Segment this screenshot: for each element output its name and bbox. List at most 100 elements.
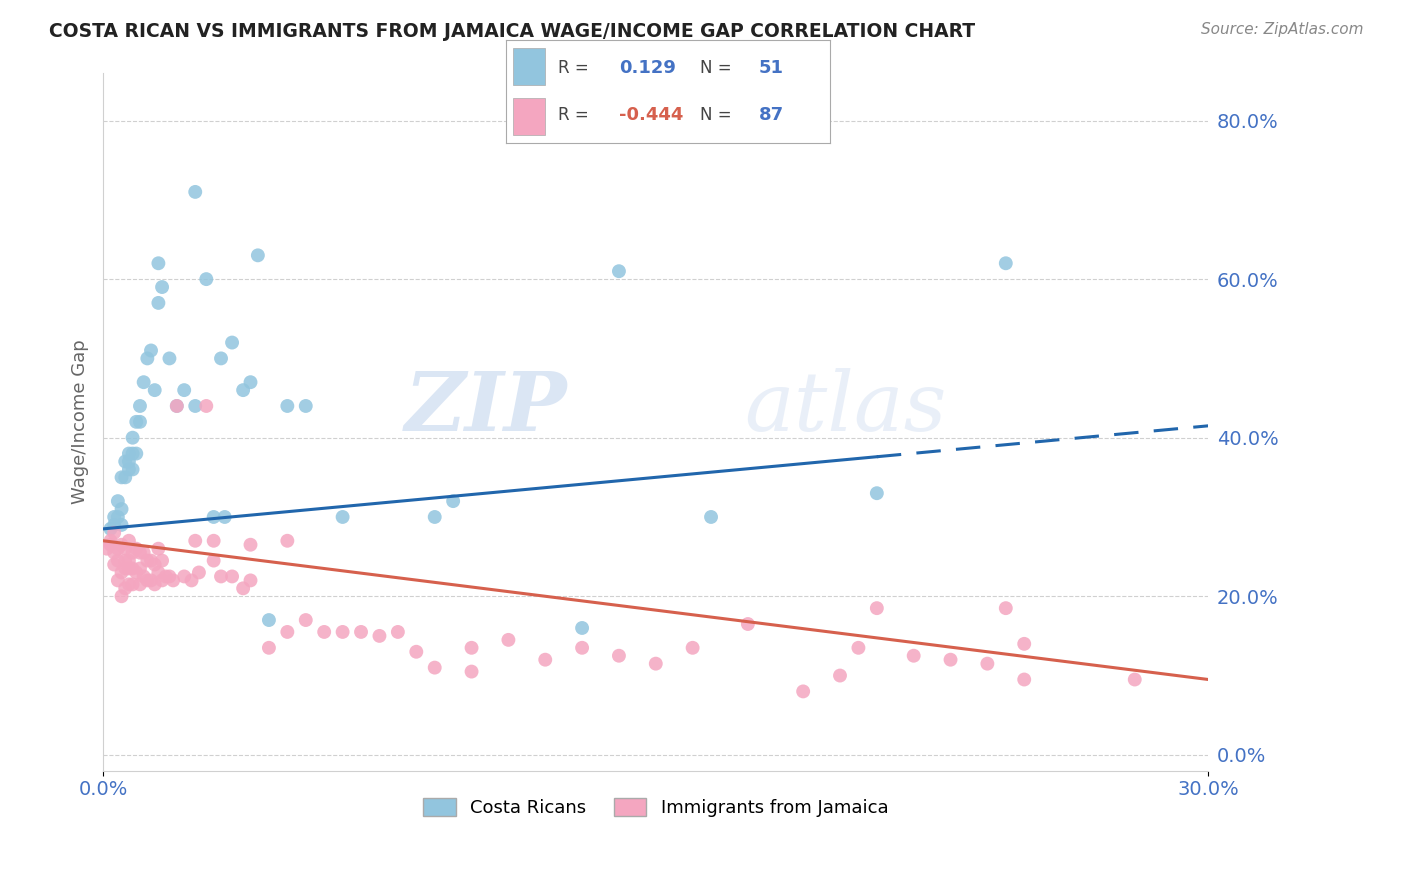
Point	[121, 431, 143, 445]
Point	[129, 561, 152, 575]
Point	[246, 248, 269, 262]
Point	[792, 684, 814, 698]
Point	[118, 577, 141, 591]
Point	[150, 280, 173, 294]
Text: N =: N =	[700, 59, 731, 77]
Point	[118, 462, 141, 476]
Point	[143, 577, 166, 591]
Point	[737, 617, 759, 632]
Point	[221, 335, 243, 350]
Point	[644, 657, 666, 671]
Point	[221, 569, 243, 583]
Point	[195, 272, 218, 286]
Point	[148, 541, 170, 556]
Point	[700, 510, 723, 524]
Point	[276, 533, 298, 548]
Point	[121, 546, 143, 560]
Point	[103, 510, 125, 524]
Text: -0.444: -0.444	[619, 106, 683, 124]
Point	[114, 541, 136, 556]
Point	[903, 648, 925, 663]
Point	[350, 624, 373, 639]
Point	[110, 566, 132, 580]
Point	[202, 553, 225, 567]
Point	[100, 522, 122, 536]
Point	[103, 558, 125, 572]
Point	[294, 399, 316, 413]
Point	[139, 574, 162, 588]
Point	[114, 582, 136, 596]
Point	[107, 541, 129, 556]
Legend: Costa Ricans, Immigrants from Jamaica: Costa Ricans, Immigrants from Jamaica	[416, 790, 896, 824]
Point	[121, 577, 143, 591]
Point	[162, 574, 184, 588]
Point	[332, 624, 354, 639]
Point	[100, 533, 122, 548]
Point	[114, 454, 136, 468]
Point	[121, 561, 143, 575]
Point	[148, 566, 170, 580]
Point	[994, 256, 1017, 270]
Point	[118, 533, 141, 548]
Point	[110, 470, 132, 484]
Point	[209, 569, 232, 583]
Point	[1012, 673, 1035, 687]
Point	[118, 454, 141, 468]
Point	[173, 569, 195, 583]
Point	[607, 648, 630, 663]
Point	[148, 256, 170, 270]
Text: COSTA RICAN VS IMMIGRANTS FROM JAMAICA WAGE/INCOME GAP CORRELATION CHART: COSTA RICAN VS IMMIGRANTS FROM JAMAICA W…	[49, 22, 976, 41]
Point	[828, 668, 851, 682]
Point	[139, 553, 162, 567]
Point	[276, 624, 298, 639]
Point	[276, 399, 298, 413]
Point	[232, 383, 254, 397]
Point	[184, 533, 207, 548]
Point	[114, 470, 136, 484]
Point	[110, 589, 132, 603]
Point	[155, 569, 177, 583]
Point	[129, 415, 152, 429]
Point	[148, 296, 170, 310]
Point	[571, 621, 593, 635]
Point	[132, 546, 155, 560]
Point	[103, 525, 125, 540]
Point	[994, 601, 1017, 615]
Text: 51: 51	[758, 59, 783, 77]
Text: ZIP: ZIP	[405, 368, 568, 448]
Point	[460, 665, 482, 679]
Point	[103, 546, 125, 560]
Point	[1012, 637, 1035, 651]
Point	[202, 533, 225, 548]
Point	[423, 510, 446, 524]
Point	[125, 415, 148, 429]
Point	[136, 351, 159, 366]
Point	[107, 494, 129, 508]
Point	[173, 383, 195, 397]
Point	[866, 486, 889, 500]
Point	[848, 640, 870, 655]
Point	[314, 624, 336, 639]
Point	[939, 653, 962, 667]
Point	[129, 399, 152, 413]
Point	[232, 582, 254, 596]
Point	[214, 510, 236, 524]
Point	[107, 553, 129, 567]
Point	[136, 553, 159, 567]
Point	[110, 538, 132, 552]
Point	[121, 462, 143, 476]
Point	[129, 546, 152, 560]
Point	[498, 632, 520, 647]
Point	[96, 541, 118, 556]
Point	[143, 383, 166, 397]
Text: atlas: atlas	[744, 368, 946, 448]
Point	[534, 653, 557, 667]
Point	[114, 553, 136, 567]
Point	[184, 185, 207, 199]
Point	[257, 640, 280, 655]
Point	[405, 645, 427, 659]
Point	[139, 343, 162, 358]
Point	[150, 574, 173, 588]
Point	[118, 553, 141, 567]
Point	[150, 553, 173, 567]
